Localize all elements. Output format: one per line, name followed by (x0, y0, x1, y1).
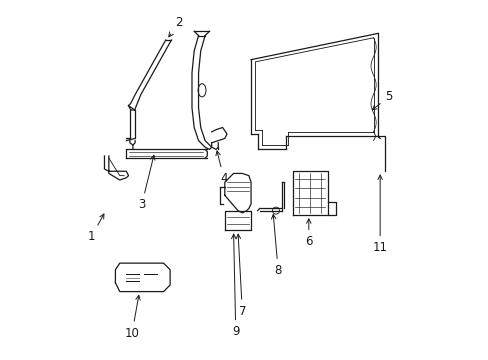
Text: 10: 10 (124, 296, 140, 339)
Text: 1: 1 (87, 214, 104, 243)
Text: 6: 6 (305, 219, 312, 248)
Text: 5: 5 (371, 90, 392, 110)
Text: 3: 3 (138, 155, 155, 211)
Text: 7: 7 (236, 234, 245, 318)
Text: 4: 4 (216, 151, 227, 185)
Text: 2: 2 (168, 16, 182, 37)
Text: 11: 11 (372, 175, 387, 254)
Text: 8: 8 (271, 215, 281, 277)
Text: 9: 9 (231, 234, 239, 338)
